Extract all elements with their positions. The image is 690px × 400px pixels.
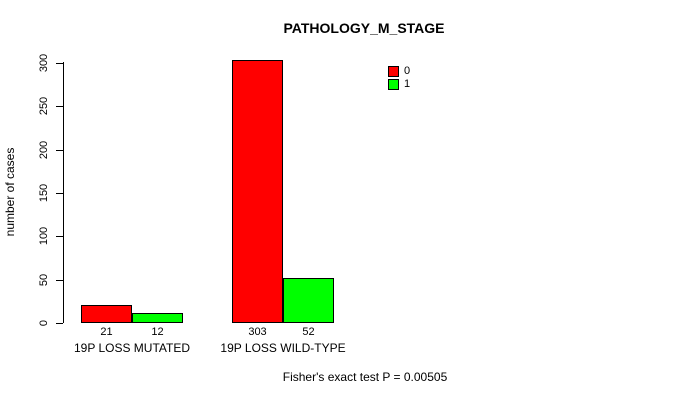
bar-value-label: 12 [151,326,164,338]
category-label: 19P LOSS WILD-TYPE [220,341,346,355]
y-tick-mark [56,149,63,151]
bar-value-label: 21 [100,326,113,338]
bar-0 [232,60,283,323]
y-tick-mark [56,193,63,194]
y-tick-mark [56,279,63,281]
chart-title: PATHOLOGY_M_STAGE [283,20,445,36]
y-tick-label: 300 [38,53,50,73]
bar-value-label: 52 [302,326,315,338]
y-tick-label: 200 [38,140,50,159]
legend-swatch-1 [388,79,399,90]
legend-label: 1 [404,78,411,90]
y-axis-title: number of cases [3,147,17,237]
bar-value-label: 303 [248,326,267,338]
y-tick-label: 100 [38,227,50,246]
bar-1 [132,313,183,323]
bar-0 [81,305,132,323]
y-tick-label: 150 [38,183,50,203]
y-axis-line [63,62,64,323]
y-tick-label: 0 [38,319,50,327]
category-label: 19P LOSS MUTATED [73,341,191,355]
y-tick-mark [56,323,63,324]
fisher-test-label: Fisher's exact test P = 0.00505 [282,370,448,384]
legend-swatch-0 [388,66,399,77]
legend-row: 0 [388,66,410,77]
y-tick-mark [56,63,63,64]
y-tick-label: 50 [38,273,50,286]
legend-row: 1 [388,79,410,90]
legend-label: 0 [404,65,411,77]
y-tick-label: 250 [38,97,50,116]
y-tick-mark [56,106,63,108]
bar-1 [283,278,334,323]
y-tick-mark [56,236,63,238]
